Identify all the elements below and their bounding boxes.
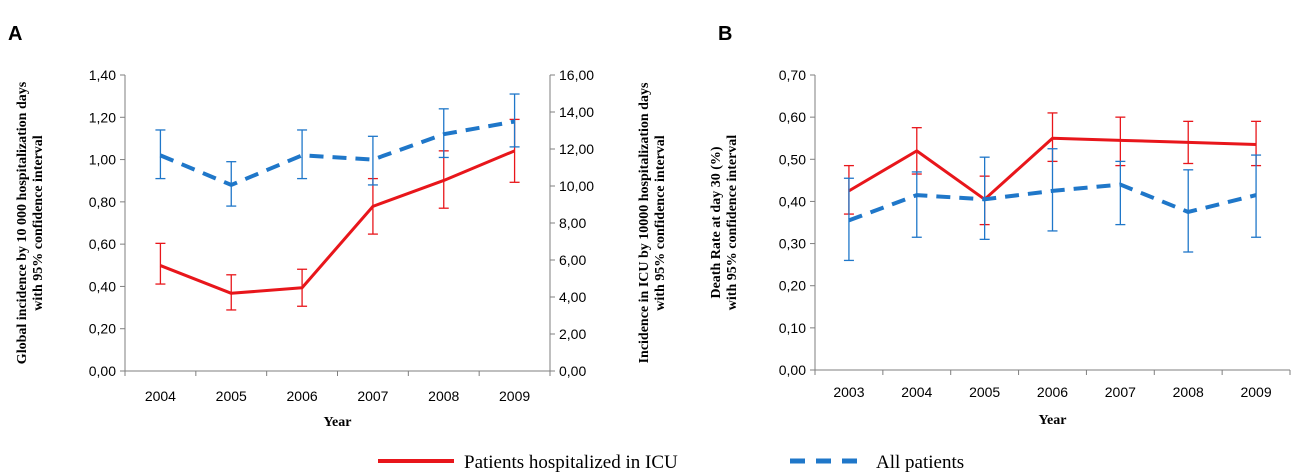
a-right-tick-label: 16,00	[559, 67, 594, 83]
a-left-tick-label: 0,80	[89, 194, 116, 210]
a-error-bar	[509, 93, 520, 148]
axis-title-line: Death Rate at day 30 (%)	[709, 146, 724, 298]
axis-title-line: Global incidence by 10 000 hospitalizati…	[15, 81, 30, 364]
b-y-tick-label: 0,60	[779, 109, 806, 125]
b-error-bar	[1115, 160, 1126, 226]
a-x-tick-label: 2005	[216, 388, 247, 404]
a-left-tick-label: 0,20	[89, 321, 116, 337]
b-x-tick-label: 2009	[1240, 384, 1271, 400]
a-error-bar	[367, 135, 378, 186]
axis-title-line: with 95% confidence interval	[725, 135, 740, 310]
b-error-bar	[979, 156, 990, 241]
b-error-bar	[1183, 120, 1194, 165]
a-left-tick-label: 1,40	[89, 67, 116, 83]
a-error-bar	[155, 242, 166, 285]
b-y-tick-label: 0,70	[779, 67, 806, 83]
legend-item-0: Patients hospitalized in ICU	[378, 452, 678, 473]
b-x-tick-label: 2007	[1105, 384, 1136, 400]
a-series-line-1	[159, 119, 515, 187]
a-x-tick-label: 2008	[428, 388, 459, 404]
b-y-tick-label: 0,50	[779, 151, 806, 167]
a-right-axis-title: Incidence in ICU by 10000 hospitalizatio…	[637, 82, 668, 363]
a-right-tick-label: 12,00	[559, 141, 594, 157]
chart-b: 0,00 0,10 0,20 0,30 0,40 0,50 0,60 0,70 2003 2004…	[709, 67, 1291, 428]
b-y-axis-title: Death Rate at day 30 (%)with 95% confide…	[709, 135, 740, 310]
a-x-axis-title: Year	[324, 415, 352, 430]
a-error-bar	[226, 274, 237, 311]
axis-title-line: with 95% confidence interval	[653, 135, 668, 310]
b-x-tick-label: 2008	[1173, 384, 1204, 400]
chart-a: 0,00 0,20 0,40 0,60 0,80 1,00 1,20 1,40 0,00 2,00…	[15, 67, 668, 430]
b-error-bar	[1047, 148, 1058, 232]
a-error-bar	[438, 108, 449, 159]
b-x-tick-label: 2005	[969, 384, 1000, 400]
a-left-tick-label: 0,40	[89, 278, 116, 294]
a-right-tick-label: 8,00	[559, 215, 586, 231]
a-series-line-0	[159, 149, 516, 295]
b-x-tick-label: 2006	[1037, 384, 1068, 400]
a-x-tick-label: 2004	[145, 388, 176, 404]
legend-label: Patients hospitalized in ICU	[464, 452, 678, 473]
b-y-tick-label: 0,40	[779, 193, 806, 209]
b-error-bar	[911, 171, 922, 238]
a-left-tick-label: 1,00	[89, 152, 116, 168]
a-error-bar	[155, 129, 166, 180]
legend: Patients hospitalized in ICU All patients	[378, 452, 964, 473]
a-x-tick-label: 2006	[287, 388, 318, 404]
axis-title-line: Incidence in ICU by 10000 hospitalizatio…	[637, 82, 652, 363]
a-x-tick-label: 2007	[357, 388, 388, 404]
b-error-bar	[911, 127, 922, 175]
b-x-axis-title: Year	[1039, 413, 1067, 428]
a-left-tick-label: 1,20	[89, 109, 116, 125]
a-left-tick-label: 0,60	[89, 236, 116, 252]
b-y-tick-label: 0,30	[779, 236, 806, 252]
b-y-tick-label: 0,00	[779, 362, 806, 378]
panel-label-a: A	[8, 23, 22, 45]
a-right-tick-label: 14,00	[559, 104, 594, 120]
b-error-bar	[1251, 154, 1262, 238]
a-error-bar	[297, 129, 308, 180]
a-left-axis-title: Global incidence by 10 000 hospitalizati…	[15, 81, 46, 364]
a-right-tick-label: 6,00	[559, 252, 586, 268]
b-error-bar	[1183, 169, 1194, 253]
b-error-bar	[843, 177, 854, 262]
axis-title-line: with 95% confidence interval	[31, 135, 46, 310]
a-right-tick-label: 0,00	[559, 363, 586, 379]
a-right-tick-label: 2,00	[559, 326, 586, 342]
b-y-tick-label: 0,10	[779, 320, 806, 336]
a-left-tick-label: 0,00	[89, 363, 116, 379]
a-right-tick-label: 10,00	[559, 178, 594, 194]
legend-item-1: All patients	[790, 452, 964, 473]
b-y-tick-label: 0,20	[779, 278, 806, 294]
a-x-tick-label: 2009	[499, 388, 530, 404]
a-right-tick-label: 4,00	[559, 289, 586, 305]
b-x-tick-label: 2004	[901, 384, 932, 400]
panel-label-b: B	[718, 23, 732, 45]
a-error-bar	[226, 161, 237, 207]
legend-label: All patients	[876, 452, 964, 473]
b-x-tick-label: 2003	[833, 384, 864, 400]
a-error-bar	[297, 268, 308, 307]
